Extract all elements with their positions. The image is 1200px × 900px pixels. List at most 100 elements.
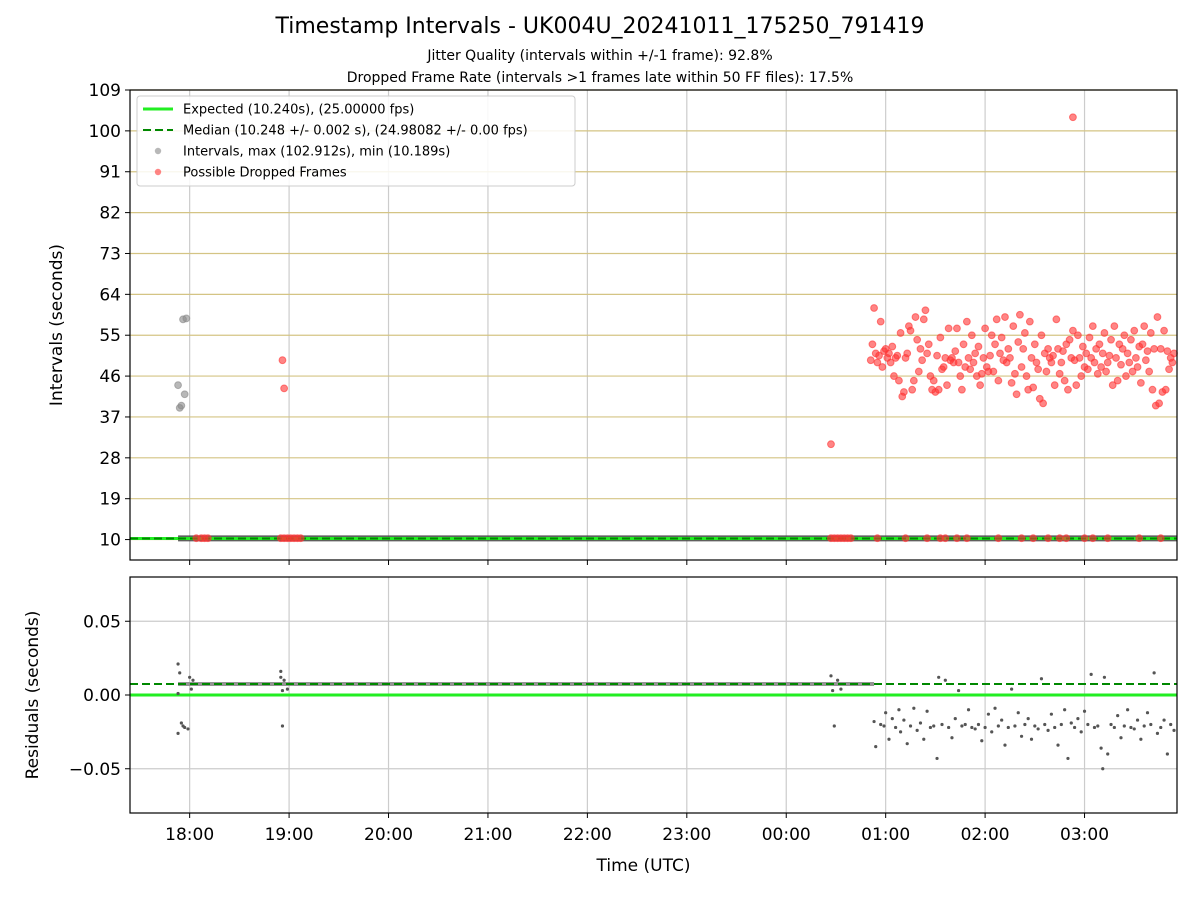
residual-point bbox=[188, 675, 192, 679]
dropped-frame-point bbox=[979, 354, 988, 362]
dropped-frame-point bbox=[994, 376, 1003, 385]
residual-point bbox=[894, 725, 898, 730]
dropped-frame-point bbox=[1133, 363, 1142, 371]
dropped-frame-point bbox=[1102, 367, 1110, 376]
residual-point bbox=[973, 727, 977, 731]
residual-point bbox=[1046, 728, 1050, 733]
dropped-frame-point bbox=[1052, 315, 1061, 324]
residual-point bbox=[1053, 725, 1057, 730]
dropped-frame-point bbox=[1044, 534, 1052, 543]
residual-point bbox=[1165, 752, 1169, 756]
dropped-frame-point bbox=[1059, 347, 1067, 356]
residual-point bbox=[1116, 714, 1120, 718]
dropped-frame-point bbox=[956, 372, 965, 380]
residual-point bbox=[884, 711, 888, 715]
dropped-frame-point bbox=[1097, 363, 1106, 371]
dropped-frame-point bbox=[1029, 383, 1038, 392]
residual-point bbox=[1129, 725, 1133, 730]
dropped-frame-point bbox=[923, 349, 931, 358]
bottom-y-axis-label: Residuals (seconds) bbox=[23, 611, 43, 780]
residual-point bbox=[1063, 708, 1067, 712]
dropped-frame-point bbox=[918, 356, 927, 365]
residual-point bbox=[829, 674, 833, 678]
residual-point bbox=[831, 688, 835, 693]
dropped-frame-point bbox=[1077, 372, 1086, 380]
residual-point bbox=[879, 722, 883, 727]
dropped-frame-point bbox=[1055, 369, 1064, 378]
dropped-frame-point bbox=[1074, 331, 1082, 340]
dropped-frame-point bbox=[969, 358, 978, 367]
top-ytick-label: 109 bbox=[89, 81, 121, 101]
dropped-frame-point bbox=[886, 358, 895, 367]
residual-point bbox=[872, 719, 876, 724]
residual-point bbox=[915, 728, 919, 733]
dropped-frame-point bbox=[1069, 113, 1077, 122]
residual-point bbox=[832, 724, 836, 728]
dropped-frame-point bbox=[1055, 534, 1064, 543]
bottom-xtick-label: 01:00 bbox=[861, 825, 910, 845]
dropped-frame-point bbox=[976, 381, 985, 390]
residual-point bbox=[1099, 746, 1103, 750]
residual-point bbox=[279, 675, 283, 679]
dropped-frame-point bbox=[827, 440, 835, 449]
residual-point bbox=[983, 725, 987, 730]
residual-point bbox=[960, 724, 964, 728]
dropped-frame-point bbox=[929, 376, 938, 385]
residual-point bbox=[1029, 737, 1034, 741]
top-y-axis-label: Intervals (seconds) bbox=[47, 244, 67, 406]
dropped-frame-point bbox=[957, 385, 966, 394]
bottom-ytick-label: 0.00 bbox=[83, 686, 121, 706]
residual-point bbox=[922, 737, 926, 741]
residual-point bbox=[902, 718, 906, 722]
residual-point bbox=[940, 722, 944, 727]
dropped-frame-point bbox=[1044, 344, 1052, 353]
dropped-frame-point bbox=[944, 324, 953, 333]
dropped-frame-point bbox=[966, 365, 975, 374]
residual-point bbox=[1142, 724, 1146, 728]
residual-point bbox=[836, 678, 840, 682]
top-ytick-label: 37 bbox=[99, 408, 121, 428]
dropped-frame-point bbox=[908, 385, 917, 394]
dropped-frame-point bbox=[1057, 358, 1066, 367]
dropped-frame-point bbox=[1122, 372, 1130, 380]
dropped-frame-point bbox=[1083, 365, 1092, 374]
residual-point bbox=[1162, 718, 1166, 722]
dropped-frame-point bbox=[1108, 381, 1117, 390]
residual-point bbox=[280, 688, 285, 693]
residual-point bbox=[950, 736, 954, 740]
residual-point bbox=[1082, 709, 1087, 713]
dropped-frame-point bbox=[1020, 329, 1029, 337]
residual-point bbox=[1126, 708, 1130, 712]
residual-point bbox=[191, 678, 195, 682]
legend-intervals-swatch bbox=[154, 147, 162, 155]
dropped-frame-point bbox=[1125, 358, 1134, 367]
dropped-frame-point bbox=[1042, 367, 1051, 376]
dropped-frame-point bbox=[939, 363, 948, 371]
residual-point bbox=[183, 725, 187, 730]
legend-dropped-swatch bbox=[154, 168, 162, 176]
residual-point bbox=[970, 725, 974, 730]
dropped-frame-point bbox=[893, 351, 902, 360]
top-ytick-label: 100 bbox=[89, 122, 121, 142]
residual-point bbox=[1119, 736, 1123, 740]
dropped-frame-point bbox=[866, 356, 875, 365]
top-axes-frame bbox=[129, 89, 1178, 561]
residual-point bbox=[1026, 717, 1030, 721]
legend-median-label: Median (10.248 +/- 0.002 s), (24.98082 +… bbox=[183, 124, 528, 139]
residual-point bbox=[1023, 722, 1027, 727]
legend-box bbox=[136, 95, 576, 187]
dropped-frame-point bbox=[919, 315, 928, 324]
residual-point bbox=[947, 725, 951, 730]
dropped-frame-point bbox=[1143, 347, 1152, 356]
dropped-frame-point bbox=[933, 351, 941, 360]
dropped-frame-point bbox=[996, 349, 1004, 358]
residual-point bbox=[953, 717, 957, 721]
dropped-frame-point bbox=[954, 358, 963, 367]
dropped-frame-point bbox=[943, 381, 951, 390]
residual-point bbox=[943, 678, 947, 682]
residual-point bbox=[874, 745, 878, 749]
dropped-frame-point bbox=[899, 388, 908, 396]
residual-point bbox=[890, 717, 894, 721]
dropped-frame-point bbox=[901, 534, 910, 543]
